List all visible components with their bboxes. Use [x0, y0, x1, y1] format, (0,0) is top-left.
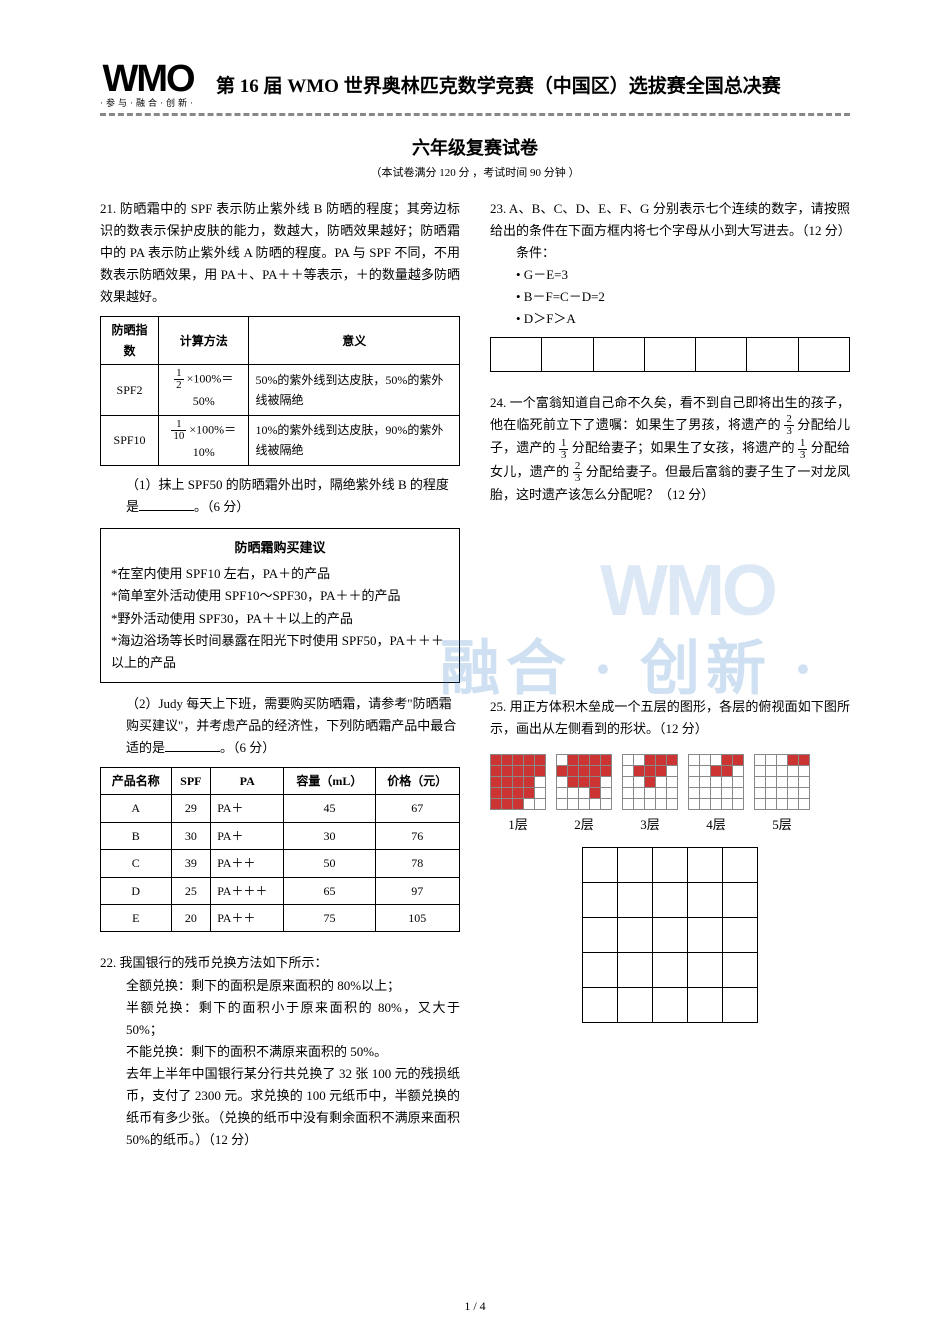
table-row: C39PA＋＋5078 [101, 850, 460, 877]
columns: 21. 防晒霜中的 SPF 表示防止紫外线 B 防晒的程度；其旁边标识的数表示保… [100, 198, 850, 1171]
q22-line: 半额兑换：剩下的面积小于原来面积的 80%，又大于 50%； [100, 997, 460, 1041]
q22-line: 22. 我国银行的残币兑换方法如下所示： [100, 952, 460, 974]
cell: SPF2 [101, 365, 159, 415]
cell: 12 ×100%＝50% [159, 365, 249, 415]
right-column: 23. A、B、C、D、E、F、G 分别表示七个连续的数字，请按照给出的条件在下… [490, 198, 850, 1171]
q21-sub2: （2）Judy 每天上下班，需要购买防晒霜，请参考"防晒霜购买建议"，并考虑产品… [100, 693, 460, 759]
header: WMO ·参与·融合·创新· 第 16 届 WMO 世界奥林匹克数学竞赛（中国区… [100, 60, 850, 116]
fraction: 23 [784, 414, 794, 437]
th: PA [211, 768, 284, 795]
layer-view: 1层 [490, 754, 546, 836]
q23-cond: • G－E=3 [490, 264, 850, 286]
q21-intro: 21. 防晒霜中的 SPF 表示防止紫外线 B 防晒的程度；其旁边标识的数表示保… [100, 198, 460, 308]
layer-grid [622, 754, 678, 810]
table-row: SPF10 110 ×100%＝10% 10%的紫外线到达皮肤，90%的紫外线被… [101, 415, 460, 465]
q21-sub1: （1）抹上 SPF50 的防晒霜外出时，隔绝紫外线 B 的程度是。（6 分） [100, 474, 460, 518]
th: SPF [171, 768, 211, 795]
layer-label: 4层 [688, 814, 744, 836]
q21-table1: 防晒指数 计算方法 意义 SPF2 12 ×100%＝50% 50%的紫外线到达… [100, 316, 460, 466]
q25: 25. 用正方体积木垒成一个五层的图形，各层的俯视面如下图所示，画出从左侧看到的… [490, 696, 850, 1022]
logo-main: WMO [102, 60, 193, 98]
layer-view: 2层 [556, 754, 612, 836]
box-line: *海边浴场等长时间暴露在阳光下时使用 SPF50，PA＋＋＋以上的产品 [111, 630, 449, 674]
q23-cond: • B－F=C－D=2 [490, 286, 850, 308]
logo-sub: ·参与·融合·创新· [100, 96, 196, 109]
page: WMO 融合 · 创新 · WMO ·参与·融合·创新· 第 16 届 WMO … [0, 0, 950, 1344]
q22-line: 去年上半年中国银行某分行共兑换了 32 张 100 元的残损纸币，支付了 230… [100, 1063, 460, 1151]
blank-input[interactable] [139, 498, 194, 511]
q23-intro: 23. A、B、C、D、E、F、G 分别表示七个连续的数字，请按照给出的条件在下… [490, 198, 850, 242]
q21: 21. 防晒霜中的 SPF 表示防止紫外线 B 防晒的程度；其旁边标识的数表示保… [100, 198, 460, 932]
subtitle: 六年级复赛试卷 [100, 134, 850, 160]
layer-grid [754, 754, 810, 810]
layer-grid [688, 754, 744, 810]
fraction: 12 [174, 368, 184, 391]
th: 容量（mL） [284, 768, 375, 795]
q22-line: 全额兑换：剩下的面积是原来面积的 80%以上； [100, 975, 460, 997]
cell: 10%的紫外线到达皮肤，90%的紫外线被隔绝 [249, 415, 460, 465]
box-line: *简单室外活动使用 SPF10～SPF30，PA＋＋的产品 [111, 585, 449, 607]
th: 产品名称 [101, 768, 172, 795]
table-row: A29PA＋4567 [101, 795, 460, 822]
table-row: SPF2 12 ×100%＝50% 50%的紫外线到达皮肤，50%的紫外线被隔绝 [101, 365, 460, 415]
th: 意义 [249, 317, 460, 365]
q24: 24. 一个富翁知道自己命不久矣，看不到自己即将出生的孩子，他在临死前立下了遗嘱… [490, 392, 850, 507]
q25-text: 25. 用正方体积木垒成一个五层的图形，各层的俯视面如下图所示，画出从左侧看到的… [490, 696, 850, 740]
q23: 23. A、B、C、D、E、F、G 分别表示七个连续的数字，请按照给出的条件在下… [490, 198, 850, 372]
blank-input[interactable] [165, 739, 220, 752]
layer-label: 5层 [754, 814, 810, 836]
layer-label: 3层 [622, 814, 678, 836]
box-line: *在室内使用 SPF10 左右，PA＋的产品 [111, 563, 449, 585]
fraction: 110 [171, 419, 186, 442]
th: 计算方法 [159, 317, 249, 365]
q23-cond-label: 条件： [490, 242, 850, 264]
layer-view: 5层 [754, 754, 810, 836]
table-row: D25PA＋＋＋6597 [101, 877, 460, 904]
table-row: E20PA＋＋75105 [101, 905, 460, 932]
subinfo: （本试卷满分 120 分 ，考试时间 90 分钟 ） [100, 164, 850, 180]
cell: 110 ×100%＝10% [159, 415, 249, 465]
q25-answer-grid[interactable] [582, 847, 758, 1023]
table-row: B30PA＋3076 [101, 822, 460, 849]
layer-view: 3层 [622, 754, 678, 836]
fraction: 13 [798, 438, 808, 461]
q22-line: 不能兑换：剩下的面积不满原来面积的 50%。 [100, 1041, 460, 1063]
q22: 22. 我国银行的残币兑换方法如下所示： 全额兑换：剩下的面积是原来面积的 80… [100, 952, 460, 1151]
layer-grid [490, 754, 546, 810]
box-line: *野外活动使用 SPF30，PA＋＋以上的产品 [111, 608, 449, 630]
left-column: 21. 防晒霜中的 SPF 表示防止紫外线 B 防晒的程度；其旁边标识的数表示保… [100, 198, 460, 1171]
q21-table2: 产品名称 SPF PA 容量（mL） 价格（元） A29PA＋4567 B30P… [100, 767, 460, 932]
q21-advice-box: 防晒霜购买建议 *在室内使用 SPF10 左右，PA＋的产品 *简单室外活动使用… [100, 528, 460, 683]
cell: 50%的紫外线到达皮肤，50%的紫外线被隔绝 [249, 365, 460, 415]
q23-cond: • D＞F＞A [490, 308, 850, 330]
layer-grid [556, 754, 612, 810]
th: 防晒指数 [101, 317, 159, 365]
page-number: 1 / 4 [0, 1299, 950, 1314]
box-title: 防晒霜购买建议 [111, 537, 449, 559]
cell: SPF10 [101, 415, 159, 465]
th: 价格（元） [375, 768, 459, 795]
layer-label: 2层 [556, 814, 612, 836]
q25-layers: 1层 2层 3层 4层 5层 [490, 754, 850, 836]
fraction: 23 [573, 461, 583, 484]
logo: WMO ·参与·融合·创新· [100, 60, 196, 109]
fraction: 13 [559, 438, 569, 461]
q24-text: 24. 一个富翁知道自己命不久矣，看不到自己即将出生的孩子，他在临死前立下了遗嘱… [490, 392, 850, 507]
layer-view: 4层 [688, 754, 744, 836]
layer-label: 1层 [490, 814, 546, 836]
q23-slots[interactable] [490, 337, 850, 372]
header-title: 第 16 届 WMO 世界奥林匹克数学竞赛（中国区）选拔赛全国总决赛 [216, 71, 850, 98]
